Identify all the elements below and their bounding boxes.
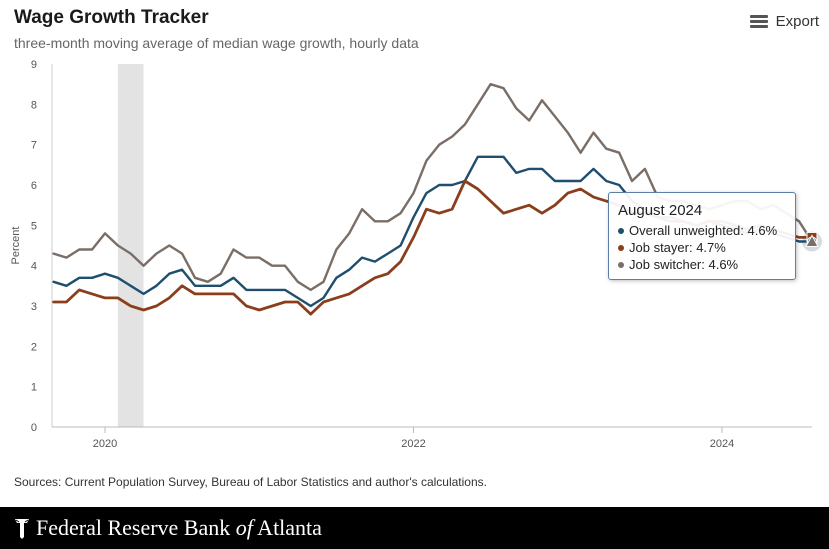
y-tick-label: 3 <box>31 301 37 313</box>
footer-of: of <box>235 515 253 540</box>
series-dot-icon <box>618 244 624 251</box>
y-axis-label: Percent <box>10 227 22 265</box>
y-tick-label: 5 <box>31 220 37 232</box>
marker-job-switcher <box>805 234 819 247</box>
y-tick-label: 1 <box>31 382 37 394</box>
y-tick-label: 0 <box>31 422 37 434</box>
tooltip-title: August 2024 <box>618 202 703 219</box>
footer-brand[interactable]: Federal Reserve Bank of Atlanta <box>36 515 322 541</box>
y-tick-label: 6 <box>31 180 37 192</box>
marker-layer <box>801 231 822 252</box>
series-dot-icon <box>618 227 624 234</box>
recession-band-layer <box>117 64 144 427</box>
chart-title: Wage Growth Tracker <box>14 7 209 28</box>
recession-band <box>117 64 144 427</box>
x-tick-label: 2022 <box>401 438 425 450</box>
tooltip-row-overall: Overall unweighted: 4.6% <box>618 223 777 238</box>
export-label: Export <box>775 13 819 30</box>
chart-subtitle: three-month moving average of median wag… <box>14 35 419 51</box>
eagle-logo-icon <box>15 519 29 539</box>
tooltip-row-switcher: Job switcher: 4.6% <box>618 257 738 272</box>
y-tick-label: 8 <box>31 99 37 111</box>
footer-bar: Federal Reserve Bank of Atlanta <box>0 507 829 549</box>
footer-suffix: Atlanta <box>252 515 322 540</box>
menu-icon <box>749 14 768 29</box>
tooltip-row-stayer: Job stayer: 4.7% <box>618 240 726 255</box>
tooltip: August 2024 Overall unweighted: 4.6% Job… <box>608 192 796 280</box>
y-tick-label: 9 <box>31 59 37 71</box>
footer-prefix: Federal Reserve Bank <box>36 515 236 540</box>
x-tick-label: 2024 <box>710 438 734 450</box>
y-tick-label: 7 <box>31 140 37 152</box>
source-note: Sources: Current Population Survey, Bure… <box>14 475 487 489</box>
y-tick-label: 4 <box>31 261 37 273</box>
axis-layer: 0 1 2 3 4 5 6 7 8 9 2020 2022 2024 Percent <box>10 59 812 450</box>
series-dot-icon <box>618 261 624 268</box>
x-tick-label: 2020 <box>93 438 117 450</box>
export-button[interactable]: Export <box>749 13 819 30</box>
line-chart: 0 1 2 3 4 5 6 7 8 9 2020 2022 2024 Percent <box>10 59 822 450</box>
y-tick-label: 2 <box>31 341 37 353</box>
